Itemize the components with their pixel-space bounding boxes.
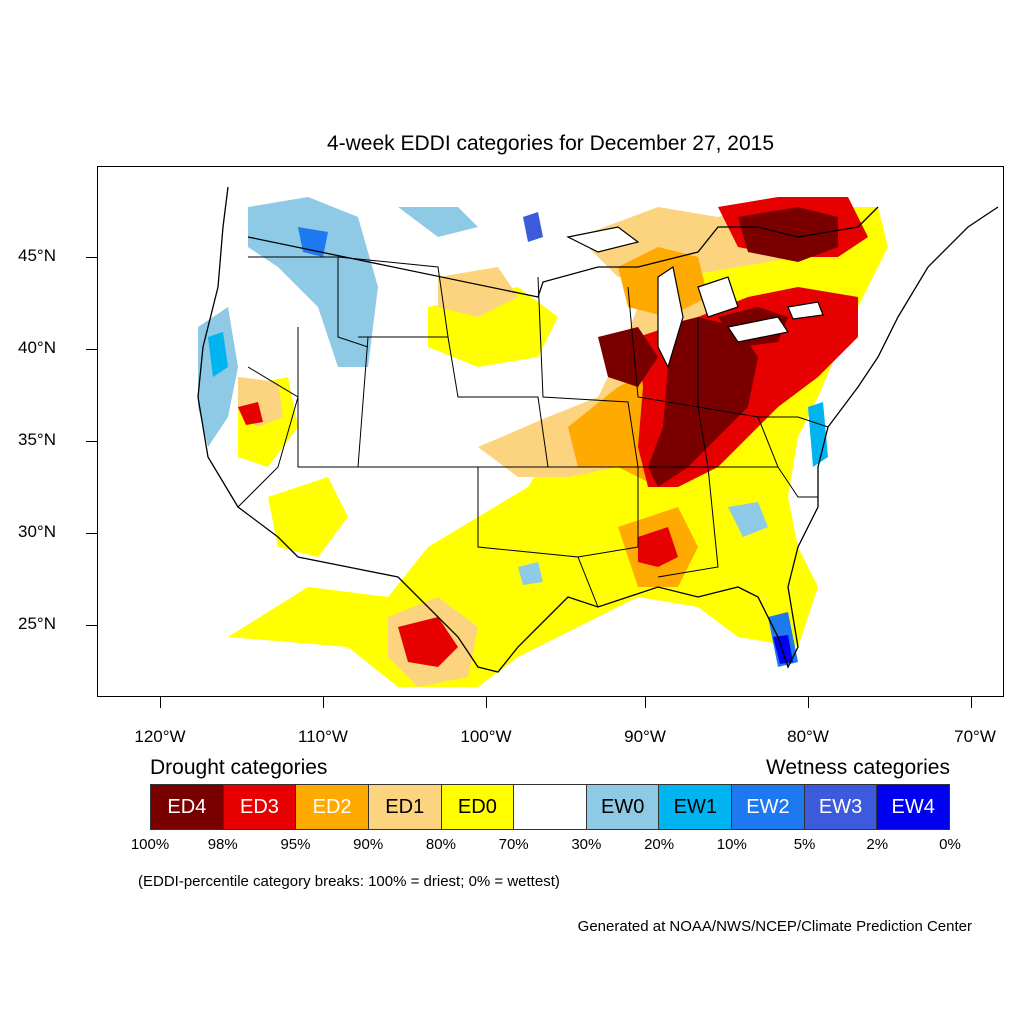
lat-label-45: 45°N	[18, 246, 56, 265]
legend-cell-ed0: ED0	[441, 785, 515, 829]
lon-tick	[645, 697, 646, 708]
legend-cell-neutral	[514, 785, 587, 829]
legend-break-label: 80%	[425, 836, 456, 853]
wetness-heading: Wetness categories	[765, 756, 950, 779]
legend-break-label: 100%	[130, 836, 170, 853]
legend-break-label: 20%	[644, 836, 675, 853]
lon-tick	[971, 697, 972, 708]
lon-tick	[486, 697, 487, 708]
great-lakes	[566, 226, 824, 369]
lon-label-100: 100°W	[460, 727, 512, 746]
lat-tick	[86, 257, 97, 258]
lon-label-80: 80°W	[787, 727, 829, 746]
lat-label-30: 30°N	[18, 522, 56, 541]
lat-label-35: 35°N	[18, 430, 56, 449]
ew-regions	[198, 197, 828, 667]
category-note: (EDDI-percentile category breaks: 100% =…	[138, 873, 560, 890]
legend-break-label: 98%	[207, 836, 238, 853]
legend-break-label: 30%	[571, 836, 602, 853]
legend-cell-ed2: ED2	[296, 785, 369, 829]
legend-break-label: 70%	[498, 836, 529, 853]
legend-cell-ew4: EW4	[877, 785, 950, 829]
lon-tick	[160, 697, 161, 708]
legend-break-label: 2%	[866, 836, 889, 853]
drought-heading: Drought categories	[150, 756, 328, 779]
lat-label-40: 40°N	[18, 338, 56, 357]
map-title: 4-week EDDI categories for December 27, …	[326, 132, 775, 155]
lat-label-25: 25°N	[18, 614, 56, 633]
legend-break-label: 95%	[280, 836, 311, 853]
map-canvas	[197, 186, 999, 687]
lon-label-70: 70°W	[954, 727, 996, 746]
legend-cell-ed4: ED4	[151, 785, 224, 829]
lon-tick	[323, 697, 324, 708]
legend-cell-ed3: ED3	[223, 785, 297, 829]
legend-cell-ew3: EW3	[804, 785, 878, 829]
lat-tick	[86, 441, 97, 442]
legend-cell-ew1: EW1	[659, 785, 733, 829]
category-legend: ED4 ED3 ED2 ED1 ED0 EW0 EW1 EW2 EW3 EW4	[150, 784, 950, 830]
lon-tick	[808, 697, 809, 708]
lon-label-120: 120°W	[134, 727, 186, 746]
legend-break-label: 10%	[716, 836, 747, 853]
lat-tick	[86, 533, 97, 534]
eddi-map	[97, 166, 1004, 697]
lon-label-110: 110°W	[298, 727, 348, 746]
boundaries	[197, 186, 999, 673]
legend-break-label: 5%	[793, 836, 816, 853]
lat-tick	[86, 625, 97, 626]
legend-cell-ew0: EW0	[586, 785, 660, 829]
legend-cell-ed1: ED1	[368, 785, 442, 829]
lon-label-90: 90°W	[624, 727, 666, 746]
legend-cell-ew2: EW2	[732, 785, 805, 829]
credit-line: Generated at NOAA/NWS/NCEP/Climate Predi…	[577, 918, 972, 935]
legend-break-label: 90%	[353, 836, 384, 853]
lat-tick	[86, 349, 97, 350]
legend-break-label: 0%	[939, 836, 961, 853]
